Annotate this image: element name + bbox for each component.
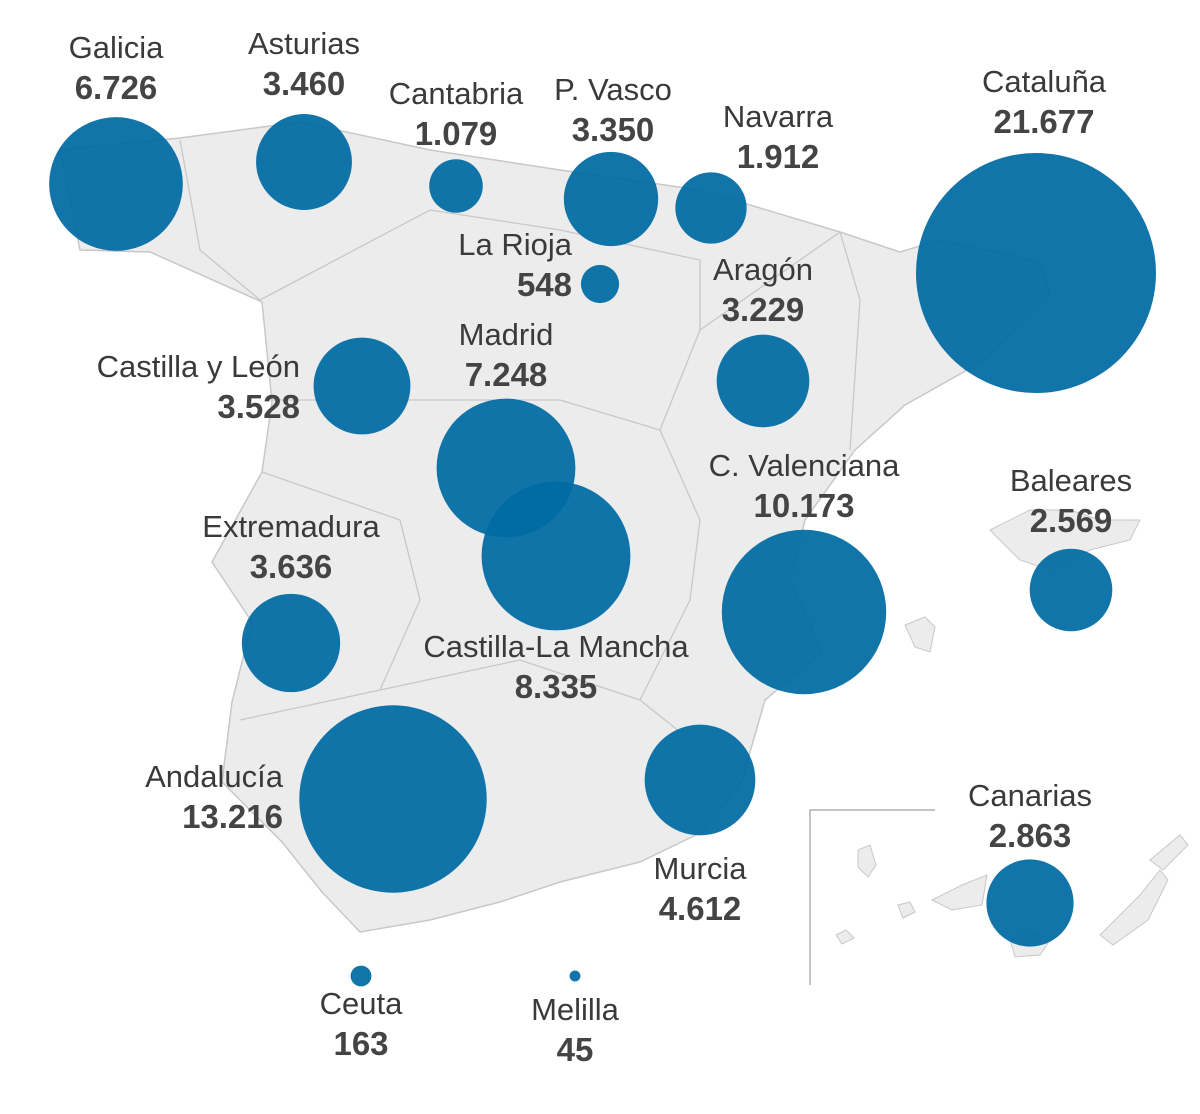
region-name: Ceuta [319,986,403,1021]
region-value: 13.216 [182,798,283,835]
bubble-baleares [1029,548,1113,632]
region-name: La Rioja [458,227,572,262]
region-name: Castilla-La Mancha [423,629,689,664]
bubble-asturias [256,114,352,210]
bubbles [49,114,1156,987]
region-label: Asturias 3.460 [248,24,360,104]
region-label: Cataluña 21.677 [982,62,1106,142]
region-value: 10.173 [753,487,855,524]
region-name: Madrid [458,317,554,352]
region-name: C. Valenciana [708,448,900,483]
region-name: Asturias [248,26,360,61]
region-value: 163 [333,1025,389,1062]
region-name: Canarias [967,778,1093,813]
region-value: 3.636 [249,548,333,585]
region-name: Cataluña [981,64,1107,99]
bubble-castilla-y-le-n [313,337,411,435]
region-value: 548 [516,266,572,303]
bubble-catalu-a [916,153,1156,393]
region-name: Cantabria [388,76,524,111]
region-value: 3.229 [721,291,805,328]
bubble-cantabria [429,159,483,213]
region-name: Castilla y León [96,349,300,384]
region-value: 2.863 [988,817,1072,854]
region-label: Castilla-La Mancha 8.335 [423,627,688,707]
region-label: Aragón 3.229 [713,250,813,330]
canarias-inset-frame [809,809,935,985]
bubble-galicia [49,117,183,251]
bubble-ceuta [350,965,372,987]
region-value: 45 [556,1031,594,1068]
bubble-navarra [675,172,747,244]
region-label: P. Vasco 3.350 [554,70,672,150]
region-label: Extremadura 3.636 [202,507,379,587]
region-label: Ceuta 163 [320,984,403,1064]
region-name: Andalucía [145,759,283,794]
bubble-andaluc-a [299,705,487,893]
region-name: Aragón [713,252,813,287]
bubble-murcia [644,724,756,836]
bubble-la-rioja [580,264,620,304]
region-label: Canarias 2.863 [968,776,1092,856]
region-value: 3.460 [262,65,346,102]
baleares-shapes [904,509,1141,653]
region-label: Andalucía 13.216 [145,757,283,837]
region-name: Extremadura [202,509,380,544]
bubble-c-valenciana [721,529,887,695]
region-label: Melilla 45 [531,990,619,1070]
region-name: Melilla [531,992,619,1027]
region-label: Navarra 1.912 [723,97,833,177]
region-name: P. Vasco [554,72,672,107]
region-label: La Rioja 548 [458,225,572,305]
region-name: Baleares [1009,463,1133,498]
region-value: 7.248 [464,356,548,393]
region-label: Murcia 4.612 [653,849,746,929]
region-label: Castilla y León 3.528 [97,347,300,427]
region-name: Galicia [68,30,164,65]
region-value: 8.335 [514,668,598,705]
bubble-p-vasco [563,151,659,247]
bubble-castilla-la-mancha [481,481,631,631]
bubble-extremadura [241,593,341,693]
region-value: 1.912 [736,138,820,175]
bubble-arag-n [716,334,810,428]
region-label: C. Valenciana 10.173 [709,446,900,526]
region-value: 2.569 [1029,502,1113,539]
region-value: 3.350 [571,111,655,148]
region-label: Cantabria 1.079 [389,74,523,154]
bubble-canarias [986,859,1074,947]
bubble-melilla [569,970,581,982]
region-value: 1.079 [414,115,498,152]
region-label: Baleares 2.569 [1010,461,1132,541]
region-name: Navarra [722,99,834,134]
region-label: Madrid 7.248 [459,315,554,395]
region-label: Galicia 6.726 [69,28,164,108]
region-value: 6.726 [74,69,158,106]
region-name: Murcia [653,851,747,886]
region-value: 3.528 [217,388,300,425]
region-value: 21.677 [993,103,1095,140]
region-value: 4.612 [658,890,742,927]
